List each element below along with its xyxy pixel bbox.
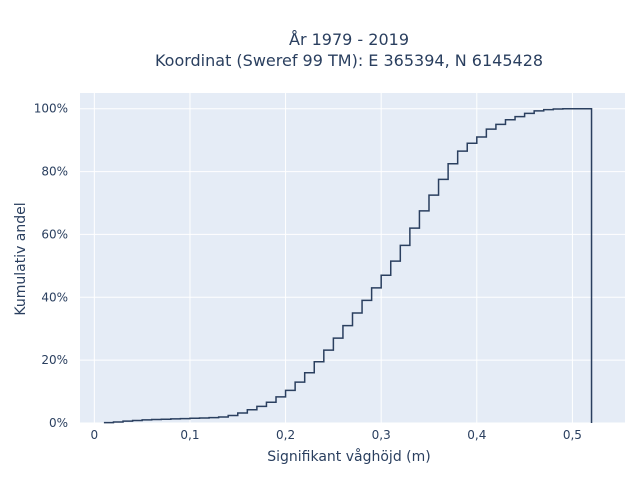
- x-tick-label: 0,3: [372, 428, 391, 442]
- x-axis-label: Signifikant våghöjd (m): [267, 448, 430, 465]
- x-tick-label: 0,4: [467, 428, 486, 442]
- chart-title-line2: Koordinat (Sweref 99 TM): E 365394, N 61…: [155, 51, 543, 70]
- x-tick-label: 0,2: [276, 428, 295, 442]
- y-axis-ticks: 0% 20% 40% 60% 80% 100%: [34, 102, 68, 430]
- x-tick-label: 0: [91, 428, 99, 442]
- y-tick-label: 40%: [41, 290, 68, 304]
- y-tick-label: 20%: [41, 353, 68, 367]
- chart-title-line1: År 1979 - 2019: [289, 30, 409, 49]
- y-tick-label: 0%: [49, 416, 68, 430]
- y-tick-label: 60%: [41, 227, 68, 241]
- y-axis-label: Kumulativ andel: [13, 202, 29, 315]
- x-tick-label: 0,1: [180, 428, 199, 442]
- y-tick-label: 80%: [41, 165, 68, 179]
- ecdf-line: [103, 107, 593, 424]
- grid-lines: [80, 93, 625, 424]
- x-axis-ticks: 0 0,1 0,2 0,3 0,4 0,5: [91, 428, 582, 442]
- y-tick-label: 100%: [34, 102, 68, 116]
- plot-area: [80, 93, 625, 423]
- x-tick-label: 0,5: [563, 428, 582, 442]
